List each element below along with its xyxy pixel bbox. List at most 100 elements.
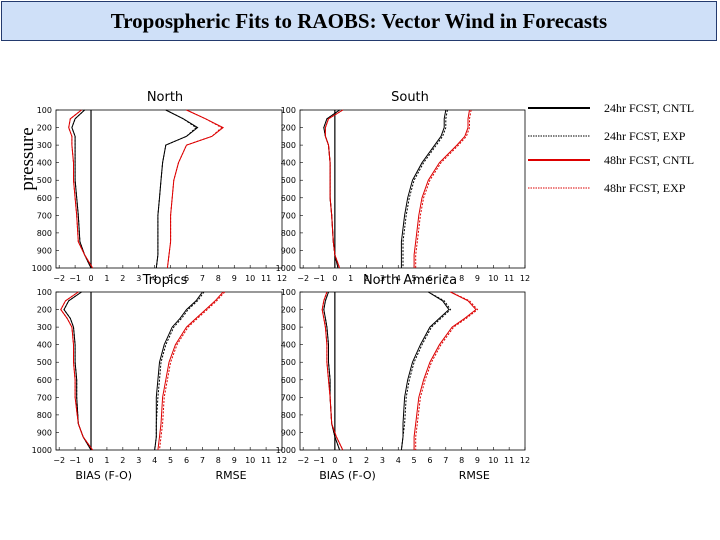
y-tick-label: 900	[37, 428, 52, 437]
x-tick-label: 9	[475, 456, 480, 465]
x-tick-label: 7	[200, 456, 205, 465]
x-axis-label-rmse: RMSE	[459, 469, 490, 482]
series-line-bias-24hr-fcst-exp	[323, 109, 340, 269]
series-line-bias-24hr-fcst-exp	[323, 291, 341, 451]
legend-label: 48hr FCST, EXP	[604, 181, 686, 195]
panel-frame	[55, 291, 283, 451]
y-tick-label: 500	[37, 176, 52, 185]
y-tick-label: 900	[281, 428, 296, 437]
legend: 24hr FCST, CNTL 24hr FCST, EXP 48hr FCST, …	[528, 101, 694, 195]
x-tick-label: 8	[459, 274, 464, 283]
x-tick-label: 10	[245, 456, 255, 465]
panel-title: South	[391, 90, 429, 105]
series-line-bias-48hr-fcst-exp	[324, 109, 344, 269]
series-line-rmse-48hr-fcst-cntl	[413, 109, 470, 268]
y-tick-label: 100	[281, 106, 296, 115]
title-banner: Tropospheric Fits to RAOBS: Vector Wind …	[1, 1, 717, 41]
series-line-bias-48hr-fcst-exp	[60, 291, 94, 451]
x-tick-label: 12	[277, 456, 287, 465]
x-tick-label: −2	[53, 456, 65, 465]
y-tick-label: 500	[37, 358, 52, 367]
x-tick-label: 8	[216, 274, 221, 283]
series-line-bias-48hr-fcst-cntl	[60, 291, 94, 451]
x-tick-label: 11	[261, 456, 271, 465]
y-tick-label: 800	[281, 411, 296, 420]
page-title: Tropospheric Fits to RAOBS: Vector Wind …	[110, 8, 608, 33]
series-line-rmse-48hr-fcst-cntl	[166, 109, 225, 269]
series-line-bias-24hr-fcst-cntl	[323, 109, 340, 269]
y-tick-label: 300	[37, 323, 52, 332]
x-tick-label: 5	[412, 456, 417, 465]
y-tick-label: 800	[37, 229, 52, 238]
x-tick-label: 4	[152, 456, 157, 465]
y-tick-label: 600	[37, 194, 52, 203]
x-tick-label: 1	[348, 274, 353, 283]
series-line-rmse-48hr-fcst-cntl	[157, 291, 224, 451]
y-tick-label: 400	[281, 159, 296, 168]
series-line-rmse-48hr-fcst-exp	[415, 291, 479, 450]
x-tick-label: 2	[364, 456, 369, 465]
x-tick-label: 7	[200, 274, 205, 283]
y-tick-label: 800	[281, 229, 296, 238]
series-line-rmse-48hr-fcst-cntl	[413, 291, 477, 450]
y-tick-label: 700	[281, 211, 296, 220]
x-tick-label: 9	[475, 274, 480, 283]
series-line-bias-24hr-fcst-cntl	[323, 291, 341, 451]
x-tick-label: 9	[232, 456, 237, 465]
x-tick-label: 8	[216, 456, 221, 465]
x-tick-label: 0	[88, 274, 93, 283]
y-tick-label: 500	[281, 358, 296, 367]
x-tick-label: 12	[520, 456, 530, 465]
series-line-rmse-24hr-fcst-exp	[155, 109, 197, 269]
series-line-rmse-24hr-fcst-exp	[154, 291, 205, 451]
x-tick-label: 3	[136, 274, 141, 283]
x-tick-label: 9	[232, 274, 237, 283]
y-tick-label: 600	[37, 376, 52, 385]
panel-title: North	[147, 90, 183, 105]
series-line-rmse-48hr-fcst-exp	[166, 109, 223, 269]
series-line-bias-48hr-fcst-exp	[68, 109, 94, 269]
x-tick-label: 3	[380, 274, 385, 283]
y-tick-label: 900	[37, 246, 52, 255]
y-tick-label: 1000	[32, 264, 52, 273]
y-tick-label: 100	[37, 106, 52, 115]
x-tick-label: 11	[504, 274, 514, 283]
x-tick-label: 10	[488, 456, 498, 465]
x-tick-label: −2	[297, 456, 309, 465]
x-tick-label: 6	[184, 274, 189, 283]
y-tick-label: 700	[37, 393, 52, 402]
x-tick-label: −2	[297, 274, 309, 283]
x-tick-label: 1	[348, 456, 353, 465]
x-tick-label: 12	[277, 274, 287, 283]
x-tick-label: 4	[152, 274, 157, 283]
x-tick-label: 5	[168, 274, 173, 283]
y-tick-label: 400	[37, 159, 52, 168]
series-line-rmse-48hr-fcst-exp	[159, 291, 226, 451]
y-tick-label: 300	[281, 141, 296, 150]
y-tick-label: 700	[281, 393, 296, 402]
y-tick-label: 100	[37, 288, 52, 297]
y-tick-label: 800	[37, 411, 52, 420]
x-tick-label: 10	[245, 274, 255, 283]
y-tick-label: 700	[37, 211, 52, 220]
series-line-rmse-24hr-fcst-cntl	[155, 109, 199, 269]
y-tick-label: 1000	[276, 446, 296, 455]
x-tick-label: 2	[120, 456, 125, 465]
x-tick-label: 1	[104, 274, 109, 283]
y-tick-label: 100	[281, 288, 296, 297]
x-tick-label: 6	[184, 456, 189, 465]
x-tick-label: 6	[427, 456, 432, 465]
x-axis-label-rmse: RMSE	[216, 469, 247, 482]
x-tick-label: 10	[488, 274, 498, 283]
y-tick-label: 200	[281, 124, 296, 133]
x-tick-label: 5	[168, 456, 173, 465]
y-tick-label: 400	[37, 341, 52, 350]
x-tick-label: 5	[412, 274, 417, 283]
legend-label: 24hr FCST, CNTL	[604, 101, 694, 115]
x-tick-label: 0	[88, 456, 93, 465]
x-tick-label: −2	[53, 274, 65, 283]
series-line-bias-24hr-fcst-exp	[63, 291, 92, 451]
